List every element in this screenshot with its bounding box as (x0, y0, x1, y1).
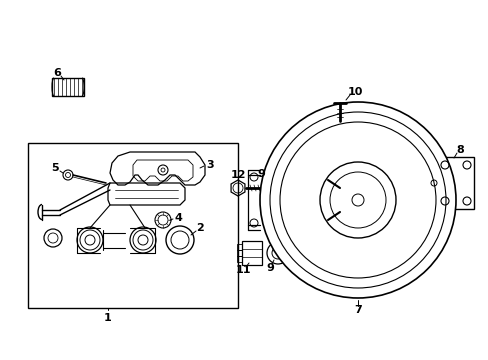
Bar (242, 241, 262, 265)
Bar (28, 143, 238, 308)
Text: 9: 9 (265, 263, 273, 273)
Circle shape (260, 102, 455, 298)
Bar (237, 256, 242, 262)
Text: 12: 12 (230, 170, 245, 180)
Bar (437, 157, 473, 209)
Text: 4: 4 (174, 213, 182, 223)
Text: 7: 7 (353, 305, 361, 315)
Text: 2: 2 (196, 223, 203, 233)
Text: 9: 9 (257, 169, 264, 179)
Bar (347, 192, 367, 208)
Text: 1: 1 (104, 313, 112, 323)
Text: 10: 10 (346, 87, 362, 97)
Bar (237, 244, 242, 250)
Text: 8: 8 (455, 145, 463, 155)
Text: 11: 11 (235, 265, 250, 275)
Text: 5: 5 (51, 163, 59, 173)
Text: 6: 6 (53, 68, 61, 78)
Bar (52, 78, 84, 96)
Bar (429, 175, 437, 191)
Text: 3: 3 (206, 160, 213, 170)
Bar (237, 250, 242, 256)
